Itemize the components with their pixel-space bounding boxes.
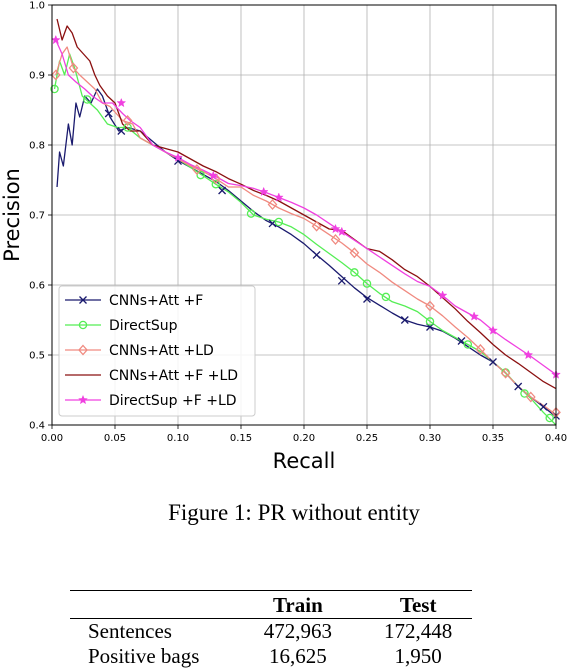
series-marker-0 [174, 157, 182, 166]
legend-label: CNNs+Att +F +LD [109, 368, 238, 384]
series-marker-4 [336, 226, 347, 237]
y-axis-label: Precision [0, 168, 24, 262]
table-row: Sentences 472,963 172,448 [70, 619, 472, 645]
x-tick-label: 0.25 [356, 433, 378, 444]
y-tick-label: 0.6 [29, 281, 45, 292]
table-row: Positive bags 16,625 1,950 [70, 644, 472, 669]
table-cell: Positive bags [88, 644, 200, 668]
series-marker-0 [539, 402, 548, 411]
table-cell: 172,448 [384, 619, 453, 643]
series-marker-4 [469, 311, 480, 321]
series-line-1 [53, 53, 556, 425]
series-marker-4 [50, 34, 61, 45]
series-marker-0 [312, 250, 321, 259]
table-header-cell [70, 591, 231, 619]
series-marker-2 [192, 164, 202, 175]
series-marker-1 [350, 268, 359, 277]
series-marker-2 [500, 367, 511, 379]
series-marker-1 [274, 217, 284, 227]
series-marker-1 [362, 279, 372, 288]
series-marker-1 [381, 292, 391, 302]
x-axis-ticks: 0.00 0.05 0.10 0.15 0.20 0.25 0.30 0.35 0.40 [41, 425, 567, 444]
table-header-row: Train Test [70, 590, 472, 619]
series-marker-1 [211, 179, 221, 189]
y-tick-label: 1.0 [29, 1, 45, 12]
legend-marker [79, 296, 87, 304]
marker-layer [50, 34, 561, 423]
pr-chart: 0.00 0.05 0.10 0.15 0.20 0.25 0.30 0.35 0.40 0.4… [0, 1, 567, 474]
series-marker-4 [437, 290, 448, 300]
table-cell: 472,963 [263, 619, 333, 643]
series-marker-2 [122, 115, 133, 126]
y-tick-label: 0.9 [29, 71, 45, 82]
x-tick-label: 0.35 [482, 433, 504, 444]
series-marker-2 [330, 234, 341, 245]
x-tick-label: 0.10 [167, 433, 189, 444]
series-marker-0 [400, 316, 409, 324]
series-marker-0 [363, 295, 371, 303]
y-tick-label: 0.8 [29, 141, 45, 152]
series-marker-2 [50, 69, 61, 81]
x-tick-label: 0.05 [104, 433, 126, 444]
series-marker-0 [104, 109, 113, 118]
legend-marker [78, 344, 88, 356]
series-marker-0 [337, 276, 346, 285]
x-tick-label: 0.40 [545, 433, 567, 444]
series-marker-1 [520, 389, 529, 398]
legend-marker [78, 320, 88, 330]
series-marker-2 [525, 391, 536, 403]
series-marker-4 [330, 223, 341, 234]
series-marker-2 [475, 343, 486, 355]
series-marker-4 [523, 349, 534, 360]
series-marker-1 [545, 413, 554, 423]
series-marker-4 [173, 152, 183, 162]
x-tick-label: 0.20 [293, 433, 315, 444]
figure-caption: Figure 1: PR without entity [168, 500, 420, 525]
series-marker-1 [425, 317, 435, 326]
table-header-cell: Test [399, 593, 437, 617]
series-marker-0 [218, 186, 227, 195]
table-cell: 1,950 [394, 644, 442, 668]
series-marker-0 [489, 358, 497, 366]
series-marker-1 [50, 84, 59, 94]
series-marker-2 [311, 220, 322, 232]
table-cell: 16,625 [269, 644, 327, 668]
series-marker-1 [463, 340, 473, 349]
legend-label: CNNs+Att +F [109, 293, 203, 309]
series-line-4 [55, 39, 556, 376]
series-marker-0 [514, 382, 523, 391]
legend-marker [78, 394, 88, 405]
x-tick-label: 0.15 [230, 433, 252, 444]
legend: CNNs+Att +F DirectSup CNNs+Att +LD CNNs+Att… [58, 285, 256, 417]
x-tick-label: 0.30 [419, 433, 441, 444]
y-tick-label: 0.4 [29, 421, 45, 432]
series-marker-4 [208, 170, 219, 181]
series-marker-2 [349, 247, 360, 259]
series-marker-1 [246, 209, 256, 218]
y-tick-label: 0.7 [29, 211, 45, 222]
series-marker-2 [425, 300, 435, 312]
x-axis-label: Recall [273, 449, 336, 473]
table-cell: Sentences [88, 619, 172, 643]
table-header-cell: Train [272, 593, 323, 617]
x-tick-label: 0.00 [41, 433, 63, 444]
series-line-2 [55, 46, 556, 416]
series-marker-4 [116, 97, 127, 108]
y-tick-label: 0.5 [29, 351, 45, 362]
series-marker-2 [68, 62, 79, 74]
legend-label: CNNs+Att +LD [109, 343, 214, 359]
legend-label: DirectSup +F +LD [109, 393, 237, 409]
series-marker-1 [123, 123, 132, 132]
dataset-stats-table: Train Test Sentences 472,963 172,448 Pos… [70, 590, 472, 669]
legend-label: DirectSup [109, 318, 178, 334]
legend-box [58, 285, 256, 417]
series-marker-4 [258, 186, 269, 197]
series-marker-2 [267, 199, 278, 210]
series-marker-1 [196, 170, 205, 180]
series-marker-4 [488, 325, 498, 335]
series-marker-4 [273, 192, 284, 202]
series-marker-1 [83, 95, 92, 104]
y-axis-ticks: 0.4 0.5 0.6 0.7 0.8 0.9 1.0 [29, 1, 52, 432]
